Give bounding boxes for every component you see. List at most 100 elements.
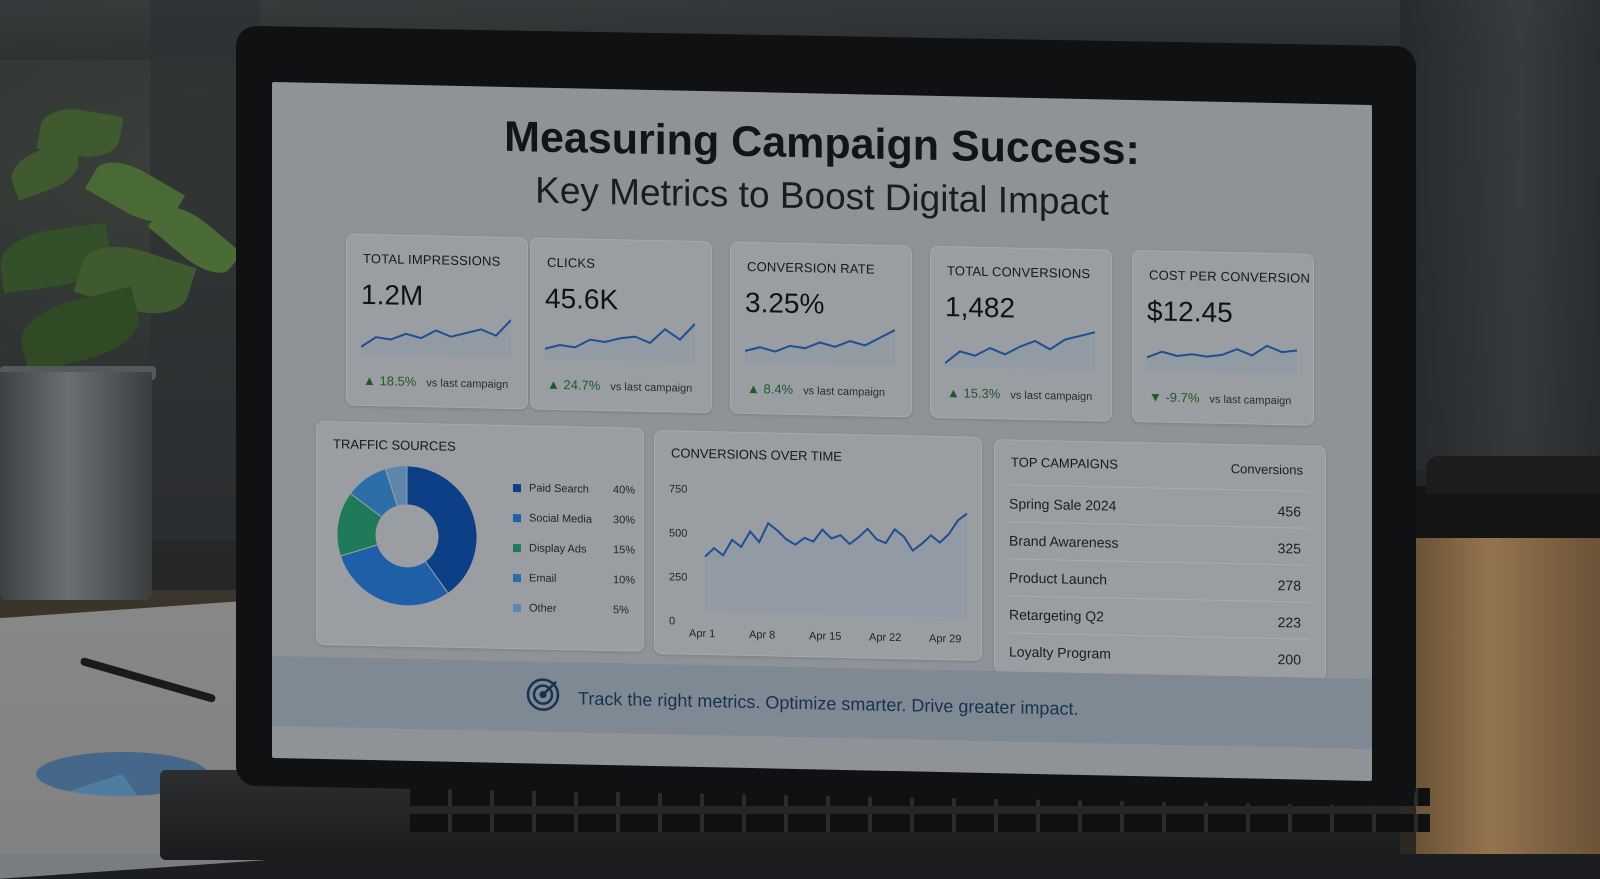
- x-tick-label: Apr 22: [869, 631, 902, 645]
- table-row: Spring Sale 2024 456: [1009, 484, 1309, 528]
- kpi-delta-value: ▲ 18.5%: [363, 372, 417, 390]
- conversions-x-axis: Apr 1 Apr 8 Apr 15 Apr 22 Apr 29: [655, 431, 981, 646]
- legend-item: Paid Search 40%: [513, 482, 643, 497]
- traffic-sources-panel: TRAFFIC SOURCES Paid Search 40% Social Med…: [316, 420, 644, 652]
- conversions-over-time-title: CONVERSIONS OVER TIME: [671, 445, 842, 464]
- legend-label: Other: [529, 602, 557, 615]
- kpi-sparkline: [745, 329, 895, 367]
- donut-slice-paid-search: [406, 465, 478, 595]
- kpi-compare-label: vs last campaign: [610, 381, 693, 395]
- top-campaigns-panel: TOP CAMPAIGNS Conversions Spring Sale 20…: [994, 439, 1326, 681]
- kpi-sparkline-area: [745, 330, 895, 367]
- kpi-value: 3.25%: [745, 286, 825, 320]
- legend-item: Display Ads 15%: [513, 542, 643, 557]
- legend-label: Paid Search: [529, 482, 589, 496]
- laptop-screen: Measuring Campaign Success: Key Metrics …: [272, 82, 1372, 782]
- kpi-card: TOTAL CONVERSIONS 1,482 ▲ 15.3% vs last cam…: [930, 245, 1112, 422]
- campaign-name: Brand Awareness: [1009, 532, 1119, 551]
- right-window: [1400, 0, 1600, 470]
- campaign-conversions: 456: [1277, 503, 1301, 520]
- kpi-cards: TOTAL IMPRESSIONS 1.2M ▲ 18.5% vs last camp…: [272, 82, 1372, 426]
- kpi-value: 45.6K: [545, 282, 619, 316]
- kpi-delta-value: ▲ 15.3%: [947, 385, 1001, 402]
- legend-swatch: [513, 544, 521, 553]
- kpi-delta-value: ▼ -9.7%: [1149, 389, 1200, 406]
- y-tick-label: 750: [669, 483, 688, 496]
- kpi-sparkline: [545, 323, 695, 362]
- kpi-delta: ▲ 18.5% vs last campaign: [363, 373, 508, 391]
- legend-percent: 15%: [613, 544, 636, 557]
- kpi-sparkline-area: [1147, 345, 1297, 375]
- kpi-compare-label: vs last campaign: [1010, 389, 1093, 404]
- kpi-compare-label: vs last campaign: [803, 385, 886, 399]
- campaign-conversions: 223: [1277, 614, 1301, 631]
- kpi-value: $12.45: [1147, 295, 1233, 329]
- conversions-line: [704, 512, 968, 558]
- campaign-name: Loyalty Program: [1009, 643, 1111, 662]
- kpi-compare-label: vs last campaign: [1209, 393, 1292, 408]
- kpi-label: CONVERSION RATE: [747, 258, 875, 277]
- x-tick-label: Apr 29: [929, 632, 962, 646]
- kpi-sparkline: [945, 331, 1095, 371]
- legend-percent: 30%: [613, 514, 636, 527]
- conversions-line-chart: [704, 512, 968, 618]
- kpi-sparkline-area: [361, 320, 511, 359]
- table-row: Product Launch 278: [1009, 558, 1309, 602]
- kpi-sparkline-line: [945, 331, 1095, 364]
- kpi-sparkline: [1147, 344, 1297, 375]
- kpi-delta-value: ▲ 24.7%: [547, 376, 601, 393]
- kpi-delta: ▲ 8.4% vs last campaign: [747, 381, 885, 399]
- kpi-sparkline-line: [745, 329, 895, 353]
- campaign-name: Spring Sale 2024: [1009, 495, 1117, 514]
- kpi-label: TOTAL CONVERSIONS: [947, 263, 1091, 282]
- y-tick-label: 250: [669, 571, 688, 584]
- legend-percent: 40%: [613, 484, 636, 497]
- kpi-sparkline-line: [1147, 344, 1297, 359]
- kpi-label: COST PER CONVERSION: [1149, 267, 1311, 286]
- kpi-card: CONVERSION RATE 3.25% ▲ 8.4% vs last campai…: [730, 241, 912, 418]
- table-row: Loyalty Program 200: [1009, 632, 1309, 676]
- legend-item: Social Media 30%: [513, 512, 643, 527]
- footer-tagline: Track the right metrics. Optimize smarte…: [578, 688, 1079, 719]
- conversions-y-axis: 750 500 250 0: [655, 431, 981, 627]
- kpi-sparkline-line: [361, 319, 511, 348]
- kpi-delta: ▲ 24.7% vs last campaign: [547, 377, 692, 395]
- x-tick-label: Apr 1: [689, 627, 716, 641]
- legend-swatch: [513, 604, 521, 613]
- legend-label: Display Ads: [529, 542, 587, 556]
- kpi-card: COST PER CONVERSION $12.45 ▼ -9.7% vs last …: [1132, 250, 1314, 426]
- x-tick-label: Apr 8: [749, 628, 776, 642]
- kpi-label: CLICKS: [547, 254, 596, 271]
- kpi-delta: ▼ -9.7% vs last campaign: [1149, 389, 1291, 407]
- table-row: Retargeting Q2 223: [1009, 595, 1309, 639]
- legend-percent: 10%: [613, 574, 636, 587]
- legend-item: Email 10%: [513, 572, 643, 587]
- top-campaigns-column-header: Conversions: [1230, 461, 1303, 478]
- kpi-delta: ▲ 15.3% vs last campaign: [947, 385, 1092, 403]
- kpi-compare-label: vs last campaign: [426, 377, 509, 391]
- campaign-conversions: 325: [1277, 540, 1301, 557]
- kpi-sparkline-area: [945, 332, 1095, 371]
- top-campaigns-title: TOP CAMPAIGNS: [1011, 454, 1118, 472]
- kpi-value: 1,482: [945, 291, 1016, 324]
- traffic-sources-donut: [337, 465, 478, 607]
- top-campaigns-list: Spring Sale 2024 456 Brand Awareness 325 Pro…: [995, 440, 1325, 676]
- campaign-conversions: 200: [1277, 651, 1301, 668]
- campaign-conversions: 278: [1277, 577, 1301, 594]
- conversions-over-time-panel: CONVERSIONS OVER TIME 750 500 250 0 Apr 1 Ap…: [654, 430, 982, 661]
- traffic-sources-legend: Paid Search 40% Social Media 30% Display Ads…: [317, 422, 643, 616]
- kpi-card: TOTAL IMPRESSIONS 1.2M ▲ 18.5% vs last camp…: [346, 233, 528, 410]
- kpi-sparkline-line: [545, 323, 695, 350]
- legend-item: Other 5%: [513, 602, 643, 617]
- campaign-name: Product Launch: [1009, 569, 1108, 588]
- legend-percent: 5%: [613, 604, 629, 617]
- legend-label: Email: [529, 572, 557, 585]
- conversions-area: [705, 513, 967, 618]
- traffic-sources-title: TRAFFIC SOURCES: [333, 436, 456, 454]
- y-tick-label: 500: [669, 527, 688, 540]
- campaign-name: Retargeting Q2: [1009, 606, 1104, 625]
- kpi-label: TOTAL IMPRESSIONS: [363, 250, 501, 269]
- legend-label: Social Media: [529, 512, 592, 526]
- legend-swatch: [513, 484, 521, 493]
- legend-swatch: [513, 574, 521, 583]
